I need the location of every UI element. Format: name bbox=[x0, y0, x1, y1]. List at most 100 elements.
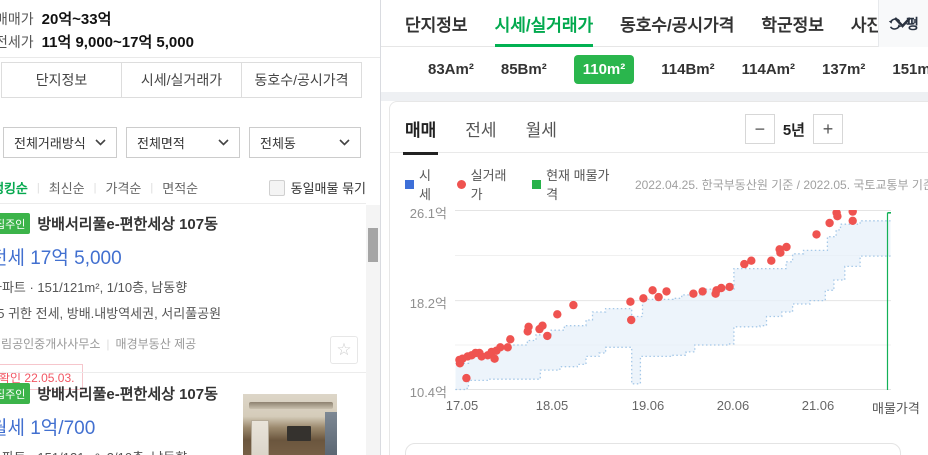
area-tab-114b[interactable]: 114Bm² bbox=[661, 61, 715, 78]
listing-detail-desc: 45 귀한 전세, 방배.내방역세권, 서리풀공원 bbox=[0, 306, 222, 321]
area-tab-137[interactable]: 137m² bbox=[822, 61, 866, 78]
listing-agent-line: 대림공인중개사사무소 | 매경부동산 제공 bbox=[0, 335, 366, 352]
tab-photos[interactable]: 사진 bbox=[850, 15, 883, 35]
photo-tv-detail bbox=[287, 426, 311, 441]
group-duplicates-checkbox[interactable]: 동일매물 묶기 bbox=[268, 178, 366, 197]
chart-legend: 시세 실거래가 현재 매물가격 2022.04.25. 한국부동산원 기준 / … bbox=[405, 165, 928, 203]
sort-ranking[interactable]: 랭킹순 bbox=[0, 181, 28, 196]
scrollbar-thumb[interactable] bbox=[368, 228, 378, 262]
area-tab-110-selected[interactable]: 110m² bbox=[573, 55, 635, 84]
agent-name: 대림공인중개사사무소 bbox=[0, 337, 101, 351]
tab-complex-info[interactable]: 단지정보 bbox=[1, 62, 122, 98]
red-circle-icon bbox=[456, 179, 466, 189]
area-tab-114a[interactable]: 114Am² bbox=[741, 61, 796, 78]
blue-square-icon bbox=[405, 179, 414, 189]
complex-tabs: 단지정보 시세/실거래가 동호수/공시가격 bbox=[1, 62, 362, 98]
owner-badge: 집주인 bbox=[0, 383, 31, 404]
divider: | bbox=[36, 181, 40, 194]
checkbox-icon[interactable] bbox=[268, 179, 285, 196]
area-type-bar: 83Am² 85Bm² 110m² 114Bm² 114Am² 137m² 15… bbox=[381, 47, 928, 92]
group-duplicates-label: 동일매물 묶기 bbox=[290, 181, 366, 196]
photo-ceiling-detail bbox=[249, 402, 333, 409]
legend-silgeorae: 실거래가 bbox=[456, 165, 518, 203]
owner-badge: 집주인 bbox=[0, 213, 31, 234]
listing-item-1[interactable]: 집주인 방배서리풀e-편한세상 107동 전세 17억 5,000 아파트 · … bbox=[0, 213, 366, 390]
scrollbar-track[interactable] bbox=[366, 205, 380, 455]
listing-detail-spec: 아파트 · 151/121m², 1/10층, 남동향 bbox=[0, 280, 188, 295]
legend-sise-label: 시세 bbox=[418, 168, 431, 202]
detail-tabbar: 단지정보 시세/실거래가 동호수/공시가격 학군정보 사진 bbox=[381, 0, 928, 47]
tab-maemae[interactable]: 매매 bbox=[402, 116, 439, 155]
y-tick-10-4: 10.4억 bbox=[409, 385, 447, 400]
filter-row: 전체거래방식 전체면적 전체동 bbox=[3, 127, 361, 158]
current-price-axis-label: 매물가격 bbox=[872, 401, 920, 416]
zoom-in-button[interactable]: + bbox=[813, 114, 843, 144]
listings-panel: 매매가 20억~33억 전세가 11억 9,000~17억 5,000 단지정보… bbox=[0, 0, 381, 455]
divider: | bbox=[150, 181, 154, 194]
sale-price-value: 20억~33억 bbox=[41, 11, 112, 28]
x-tick-17-05: 17.05 bbox=[445, 398, 479, 413]
tab-price-history[interactable]: 시세/실거래가 bbox=[121, 62, 242, 98]
jeonse-price-label: 전세가 bbox=[0, 34, 34, 50]
section-gap bbox=[381, 92, 928, 101]
photo-window-detail bbox=[325, 412, 337, 455]
area-filter-select[interactable]: 전체면적 bbox=[126, 127, 240, 158]
tab-wolse[interactable]: 월세 bbox=[525, 121, 557, 140]
area-tab-83a[interactable]: 83Am² bbox=[428, 61, 474, 78]
trade-type-tabs: 매매 전세 월세 bbox=[390, 108, 928, 155]
divider bbox=[0, 57, 380, 58]
tab-complex-info[interactable]: 단지정보 bbox=[405, 15, 468, 35]
divider: | bbox=[106, 337, 110, 351]
sort-row: 랭킹순 | 최신순 | 가격순 | 면적순 동일매물 묶기 bbox=[0, 178, 366, 197]
trade-type-select[interactable]: 전체거래방식 bbox=[3, 127, 117, 158]
price-summary: 매매가 20억~33억 전세가 11억 9,000~17억 5,000 bbox=[0, 8, 194, 54]
y-tick-18-2: 18.2억 bbox=[409, 296, 447, 311]
listing-price: 월세 1억/700 bbox=[0, 418, 96, 439]
area-filter-select-label: 전체면적 bbox=[137, 136, 185, 151]
sort-area[interactable]: 면적순 bbox=[162, 181, 199, 196]
tab-school-info[interactable]: 학군정보 bbox=[761, 15, 824, 35]
building-select[interactable]: 전체동 bbox=[249, 127, 361, 158]
chart-canvas bbox=[455, 207, 891, 391]
favorite-star-button[interactable]: ☆ bbox=[330, 336, 358, 364]
listing-title[interactable]: 방배서리풀e-편한세상 107동 bbox=[37, 386, 218, 403]
y-tick-26-1: 26.1억 bbox=[409, 206, 447, 221]
trade-type-select-label: 전체거래방식 bbox=[14, 136, 86, 151]
x-tick-18-05: 18.05 bbox=[535, 398, 569, 413]
area-tab-151[interactable]: 151m² bbox=[892, 61, 928, 78]
sort-newest[interactable]: 최신순 bbox=[48, 181, 85, 196]
area-tab-85b[interactable]: 85Bm² bbox=[500, 61, 547, 78]
area-expand-chevron-icon[interactable] bbox=[893, 16, 912, 29]
legend-current-price: 현재 매물가격 bbox=[532, 165, 621, 203]
divider bbox=[0, 203, 366, 204]
listing-detail-spec: 아파트 · 151/121m², 3/10층, 남동향 bbox=[0, 447, 366, 455]
data-basis-text: 2022.04.25. 한국부동산원 기준 / 2022.05. 국토교통부 기… bbox=[634, 177, 928, 192]
divider bbox=[0, 372, 366, 373]
divider: | bbox=[93, 181, 97, 194]
legend-silgeorae-label: 실거래가 bbox=[470, 168, 507, 202]
tab-jeonse[interactable]: 전세 bbox=[465, 121, 497, 140]
x-tick-20-06: 20.06 bbox=[716, 398, 750, 413]
detail-panel: 단지정보 시세/실거래가 동호수/공시가격 학군정보 사진 평 83Am² 85… bbox=[381, 0, 928, 455]
chevron-down-icon bbox=[95, 139, 106, 146]
sale-price-label: 매매가 bbox=[0, 11, 34, 27]
zoom-out-button[interactable]: − bbox=[744, 114, 775, 144]
sort-price[interactable]: 가격순 bbox=[105, 181, 142, 196]
legend-current-price-label: 현재 매물가격 bbox=[546, 168, 610, 202]
chevron-down-icon bbox=[218, 139, 229, 146]
zoom-range-label: 5년 bbox=[782, 121, 805, 139]
chevron-down-icon bbox=[339, 139, 350, 146]
tab-units-official-price[interactable]: 동호수/공시가격 bbox=[620, 15, 735, 35]
listing-title[interactable]: 방배서리풀e-편한세상 107동 bbox=[37, 216, 218, 233]
listing-item-2[interactable]: 집주인 방배서리풀e-편한세상 107동 월세 1억/700 아파트 · 151… bbox=[0, 383, 366, 455]
tab-price-history[interactable]: 시세/실거래가 bbox=[494, 0, 593, 47]
photo-door-detail bbox=[251, 420, 269, 455]
tab-units-official-price[interactable]: 동호수/공시가격 bbox=[241, 62, 362, 98]
listing-photo[interactable] bbox=[243, 394, 337, 455]
building-select-label: 전체동 bbox=[260, 136, 296, 151]
jeonse-price-value: 11억 9,000~17억 5,000 bbox=[41, 34, 194, 51]
price-chart-plot[interactable] bbox=[455, 207, 891, 391]
listing-source: 매경부동산 제공 bbox=[115, 337, 197, 351]
x-tick-21-06: 21.06 bbox=[801, 398, 835, 413]
